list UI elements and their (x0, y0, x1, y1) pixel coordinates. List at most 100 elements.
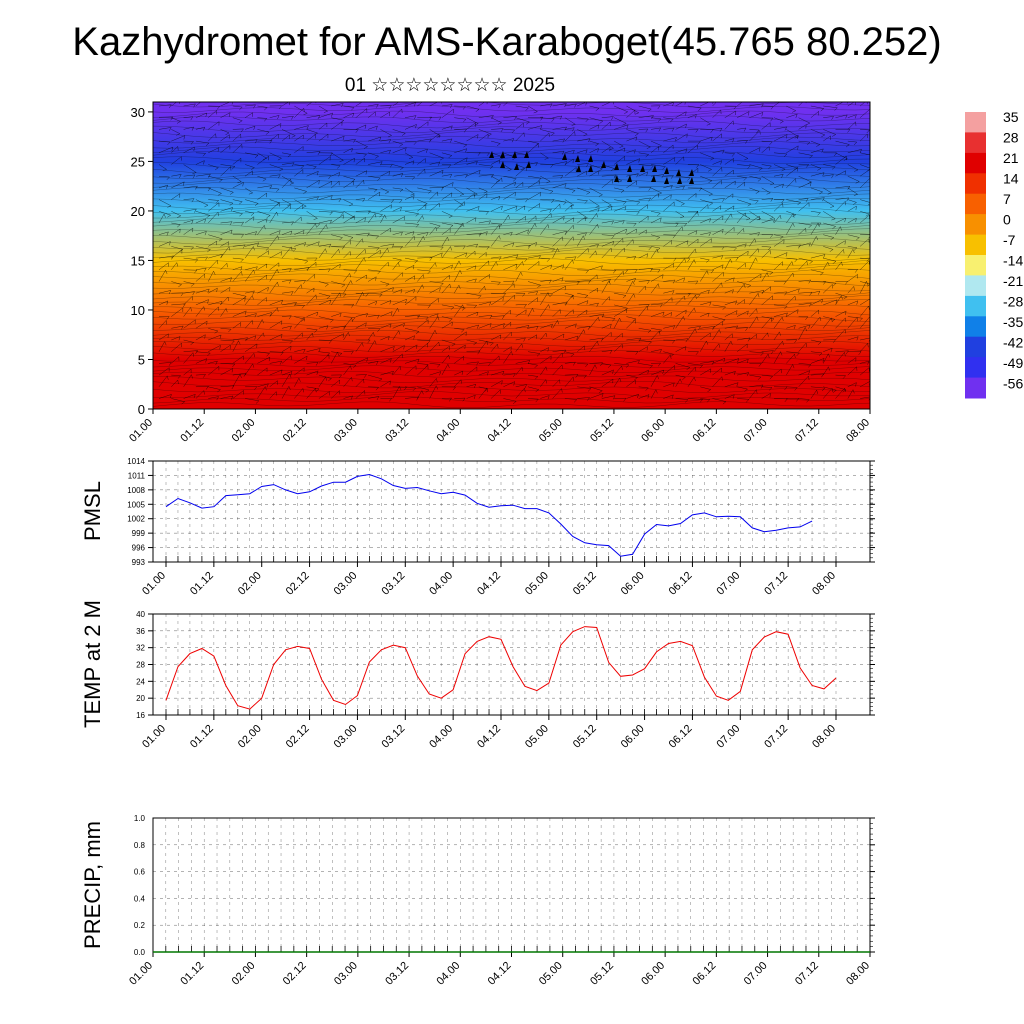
wind-barb-flag (315, 223, 317, 228)
wind-barb-flag (856, 237, 860, 241)
wind-barb-flag (265, 247, 269, 251)
wind-barb-flag (178, 336, 181, 341)
wind-barb (158, 164, 167, 170)
wind-barb (208, 301, 223, 306)
wind-barb (306, 311, 318, 317)
wind-barb (761, 386, 773, 388)
wind-barb (564, 236, 574, 247)
wind-barb-flag (208, 173, 211, 178)
wind-barb-flag (809, 292, 813, 296)
wind-barb-flag (231, 368, 233, 373)
wind-barb-flag (377, 314, 380, 319)
wind-barb-flag (318, 348, 321, 353)
wind-barb-flag (733, 106, 737, 110)
wind-barb-flag (633, 256, 637, 260)
wind-barb-flag (747, 165, 751, 169)
wind-barb-flag (415, 124, 417, 129)
wind-barb-flag (365, 274, 367, 280)
wind-barb (835, 295, 842, 306)
wind-barb-flag (587, 326, 591, 330)
wind-barb (478, 286, 485, 294)
x-tick-label: 06.12 (667, 570, 695, 598)
wind-barb (626, 228, 637, 235)
wind-barb-flag (583, 133, 588, 137)
wind-barb-flag (166, 231, 169, 236)
wind-barb-flag (632, 239, 634, 244)
wind-barb (798, 202, 810, 212)
wind-barb-flag (730, 258, 733, 263)
wind-barb (195, 173, 211, 177)
wind-barb (269, 202, 280, 212)
wind-barb (257, 367, 268, 376)
wind-barb (577, 292, 588, 296)
x-tick-label: 07.12 (793, 417, 821, 445)
wind-barb (552, 161, 567, 165)
wind-barb-flag (779, 215, 782, 220)
wind-barb-flag (858, 351, 862, 356)
wind-barb (515, 271, 522, 282)
wind-barb (245, 266, 258, 271)
wind-barb (183, 368, 192, 376)
contour-line (153, 356, 870, 363)
wind-barb (195, 267, 207, 271)
heatmap-contours (153, 102, 870, 408)
wind-barb (306, 171, 319, 177)
wind-barb (331, 152, 344, 161)
wind-barb (220, 368, 233, 376)
wind-barb (220, 363, 235, 365)
wind-barb (761, 146, 770, 153)
wind-barb (527, 105, 538, 112)
wind-barb-flag (451, 343, 456, 347)
wind-barb-flag (820, 272, 824, 276)
wind-barb-flag (280, 352, 284, 356)
wind-barb-flag (512, 401, 517, 404)
wind-barb (527, 308, 533, 317)
wind-barb (257, 250, 269, 259)
wind-barb (626, 319, 636, 329)
wind-barb-flag (662, 274, 664, 279)
wind-barb-flag (571, 190, 576, 194)
wind-barb (392, 289, 403, 294)
wind-barb (392, 272, 403, 282)
contour-line (153, 284, 870, 292)
wind-barb-flag (167, 141, 171, 146)
wind-barb-flag (746, 372, 750, 377)
wind-barb (798, 102, 804, 107)
wind-barb (626, 280, 634, 294)
wind-barb (257, 356, 271, 364)
wind-barb (552, 103, 567, 107)
x-tick-label: 07.00 (742, 417, 770, 445)
wind-barb-flag (269, 185, 273, 190)
wind-barb (773, 252, 788, 259)
wind-barb (724, 358, 739, 364)
wind-barb-flag (534, 365, 538, 368)
wind-barb (552, 309, 561, 317)
wind-barb-flag (535, 291, 539, 296)
wind-barb (171, 193, 181, 200)
wind-pennant (652, 165, 657, 172)
wind-barb-flag (401, 353, 403, 358)
wind-barb-flag (400, 167, 404, 171)
wind-barb (220, 164, 235, 167)
wind-barb (577, 129, 588, 135)
wind-barb (527, 261, 540, 270)
wind-barb-flag (478, 170, 481, 175)
wind-barb (577, 199, 588, 201)
wind-barb (429, 133, 440, 142)
wind-barb (503, 263, 518, 271)
wind-barb (232, 144, 242, 153)
wind-barb-flag (633, 293, 636, 298)
wind-barb-flag (217, 260, 219, 265)
wind-barb (564, 292, 574, 296)
wind-barb (306, 134, 316, 142)
contour-line (153, 222, 870, 230)
wind-barb (823, 281, 837, 284)
wind-barb-flag (473, 305, 477, 309)
wind-barb (626, 360, 640, 364)
wind-barb (798, 152, 813, 156)
wind-barb-flag (845, 350, 849, 355)
wind-barb-flag (216, 396, 219, 401)
wind-barb (429, 330, 436, 341)
wind-barb (552, 216, 565, 224)
wind-barb-flag (638, 337, 642, 342)
